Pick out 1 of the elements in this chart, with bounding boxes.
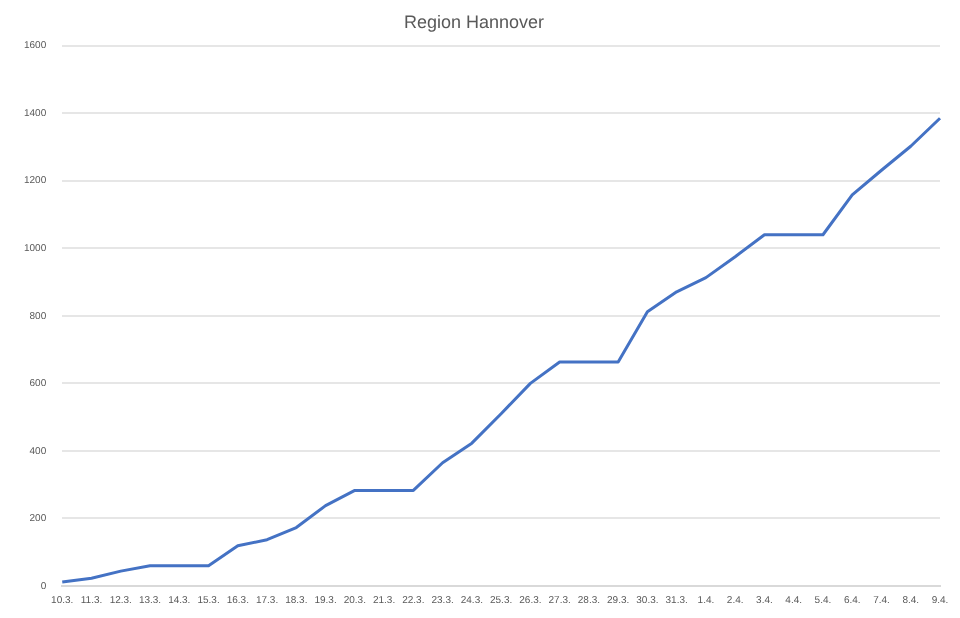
chart-title: Region Hannover	[403, 11, 545, 32]
